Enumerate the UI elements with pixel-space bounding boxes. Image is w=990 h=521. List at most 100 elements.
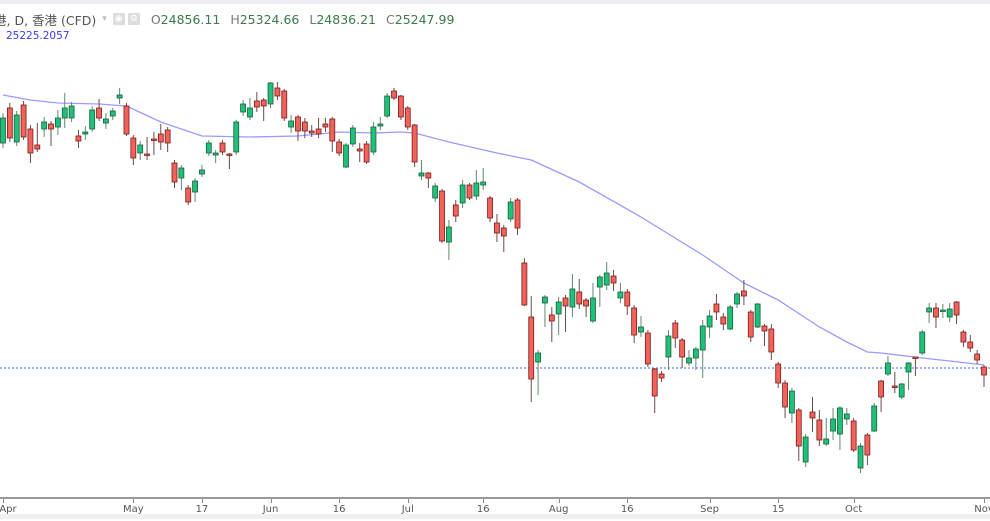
candle-down xyxy=(583,298,590,317)
candle-up xyxy=(569,274,576,317)
candle-body xyxy=(432,185,439,199)
candle-down xyxy=(891,372,898,393)
candle-up xyxy=(596,275,603,307)
candle-down xyxy=(651,368,658,413)
candle-up xyxy=(54,110,61,135)
candle-up xyxy=(192,178,198,202)
candle-up xyxy=(638,316,644,337)
candlestick-chart[interactable] xyxy=(0,0,990,497)
x-tick-label: May xyxy=(122,504,144,515)
candle-body xyxy=(425,172,432,179)
candle-body xyxy=(116,94,123,99)
candle-up xyxy=(734,292,740,308)
candle-down xyxy=(274,82,281,100)
candle-body xyxy=(548,314,555,322)
candle-body xyxy=(823,438,830,445)
candle-down xyxy=(397,95,404,120)
x-tick xyxy=(984,499,985,503)
candle-up xyxy=(82,126,89,140)
chevron-down-icon[interactable]: ▾ xyxy=(102,14,107,24)
candle-down xyxy=(912,356,919,376)
candle-down xyxy=(487,196,493,222)
candle-body xyxy=(473,182,480,197)
candle-body xyxy=(638,326,644,333)
candle-body xyxy=(6,107,13,139)
candle-up xyxy=(692,347,699,370)
candle-body xyxy=(624,291,631,307)
candle-down xyxy=(981,365,987,387)
candle-body xyxy=(130,137,137,159)
candle-body xyxy=(418,172,425,177)
candle-down xyxy=(164,127,171,152)
candle-body xyxy=(850,420,857,451)
candle-up xyxy=(0,113,6,148)
candle-body xyxy=(109,110,116,117)
candle-up xyxy=(802,434,809,467)
candle-down xyxy=(219,140,226,155)
candle-down xyxy=(610,270,617,291)
candle-body xyxy=(974,353,981,361)
candle-body xyxy=(260,99,267,107)
candle-down xyxy=(466,183,473,200)
candle-body xyxy=(199,169,205,175)
candle-up xyxy=(343,143,349,168)
candle-up xyxy=(823,418,830,446)
x-tick xyxy=(339,499,341,503)
candle-up xyxy=(603,262,610,290)
candle-body xyxy=(308,130,315,134)
candle-down xyxy=(96,99,102,121)
x-tick xyxy=(627,499,629,503)
candle-up xyxy=(41,117,48,137)
candle-down xyxy=(144,137,150,160)
candle-body xyxy=(356,148,363,152)
candle-up xyxy=(459,180,466,208)
candle-down xyxy=(494,214,500,242)
candle-down xyxy=(171,160,178,188)
candle-down xyxy=(452,200,459,222)
candle-down xyxy=(500,225,507,252)
candle-down xyxy=(679,338,686,368)
candle-up xyxy=(727,305,734,330)
candle-body xyxy=(178,167,185,179)
candle-down xyxy=(123,103,130,136)
candle-up xyxy=(946,303,953,322)
candle-body xyxy=(48,123,54,130)
symbol-title[interactable]: 港, D, 香港 (CFD) xyxy=(0,12,97,28)
candle-down xyxy=(6,103,13,142)
candle-body xyxy=(679,339,686,358)
eye-icon[interactable]: ◉ xyxy=(112,13,125,25)
candle-down xyxy=(974,350,981,364)
candle-body xyxy=(658,373,665,379)
candle-body xyxy=(912,356,919,359)
candle-body xyxy=(747,311,754,338)
candle-up xyxy=(288,115,295,133)
candle-body xyxy=(562,297,569,307)
candle-down xyxy=(253,92,260,112)
candle-down xyxy=(713,294,720,320)
candle-body xyxy=(871,405,878,432)
candle-body xyxy=(830,418,836,432)
x-tick xyxy=(201,499,203,503)
candle-body xyxy=(583,299,590,307)
candle-up xyxy=(473,170,480,200)
candle-body xyxy=(452,204,459,217)
candle-body xyxy=(672,322,679,339)
candle-down xyxy=(740,280,747,305)
candle-body xyxy=(617,291,624,299)
candle-down xyxy=(260,98,267,121)
candle-down xyxy=(308,125,315,137)
candle-up xyxy=(789,388,795,423)
candle-body xyxy=(459,184,466,204)
candle-up xyxy=(898,383,905,399)
candle-body xyxy=(322,123,329,128)
x-tick-label: 15 xyxy=(771,504,785,515)
gear-icon[interactable]: ⚙ xyxy=(127,13,140,25)
candle-body xyxy=(569,288,576,308)
candle-up xyxy=(233,120,240,155)
candle-body xyxy=(205,142,212,154)
candle-up xyxy=(857,443,864,473)
candle-body xyxy=(281,90,288,119)
candle-body xyxy=(542,296,548,304)
candle-body xyxy=(939,309,946,312)
candle-down xyxy=(75,130,82,148)
